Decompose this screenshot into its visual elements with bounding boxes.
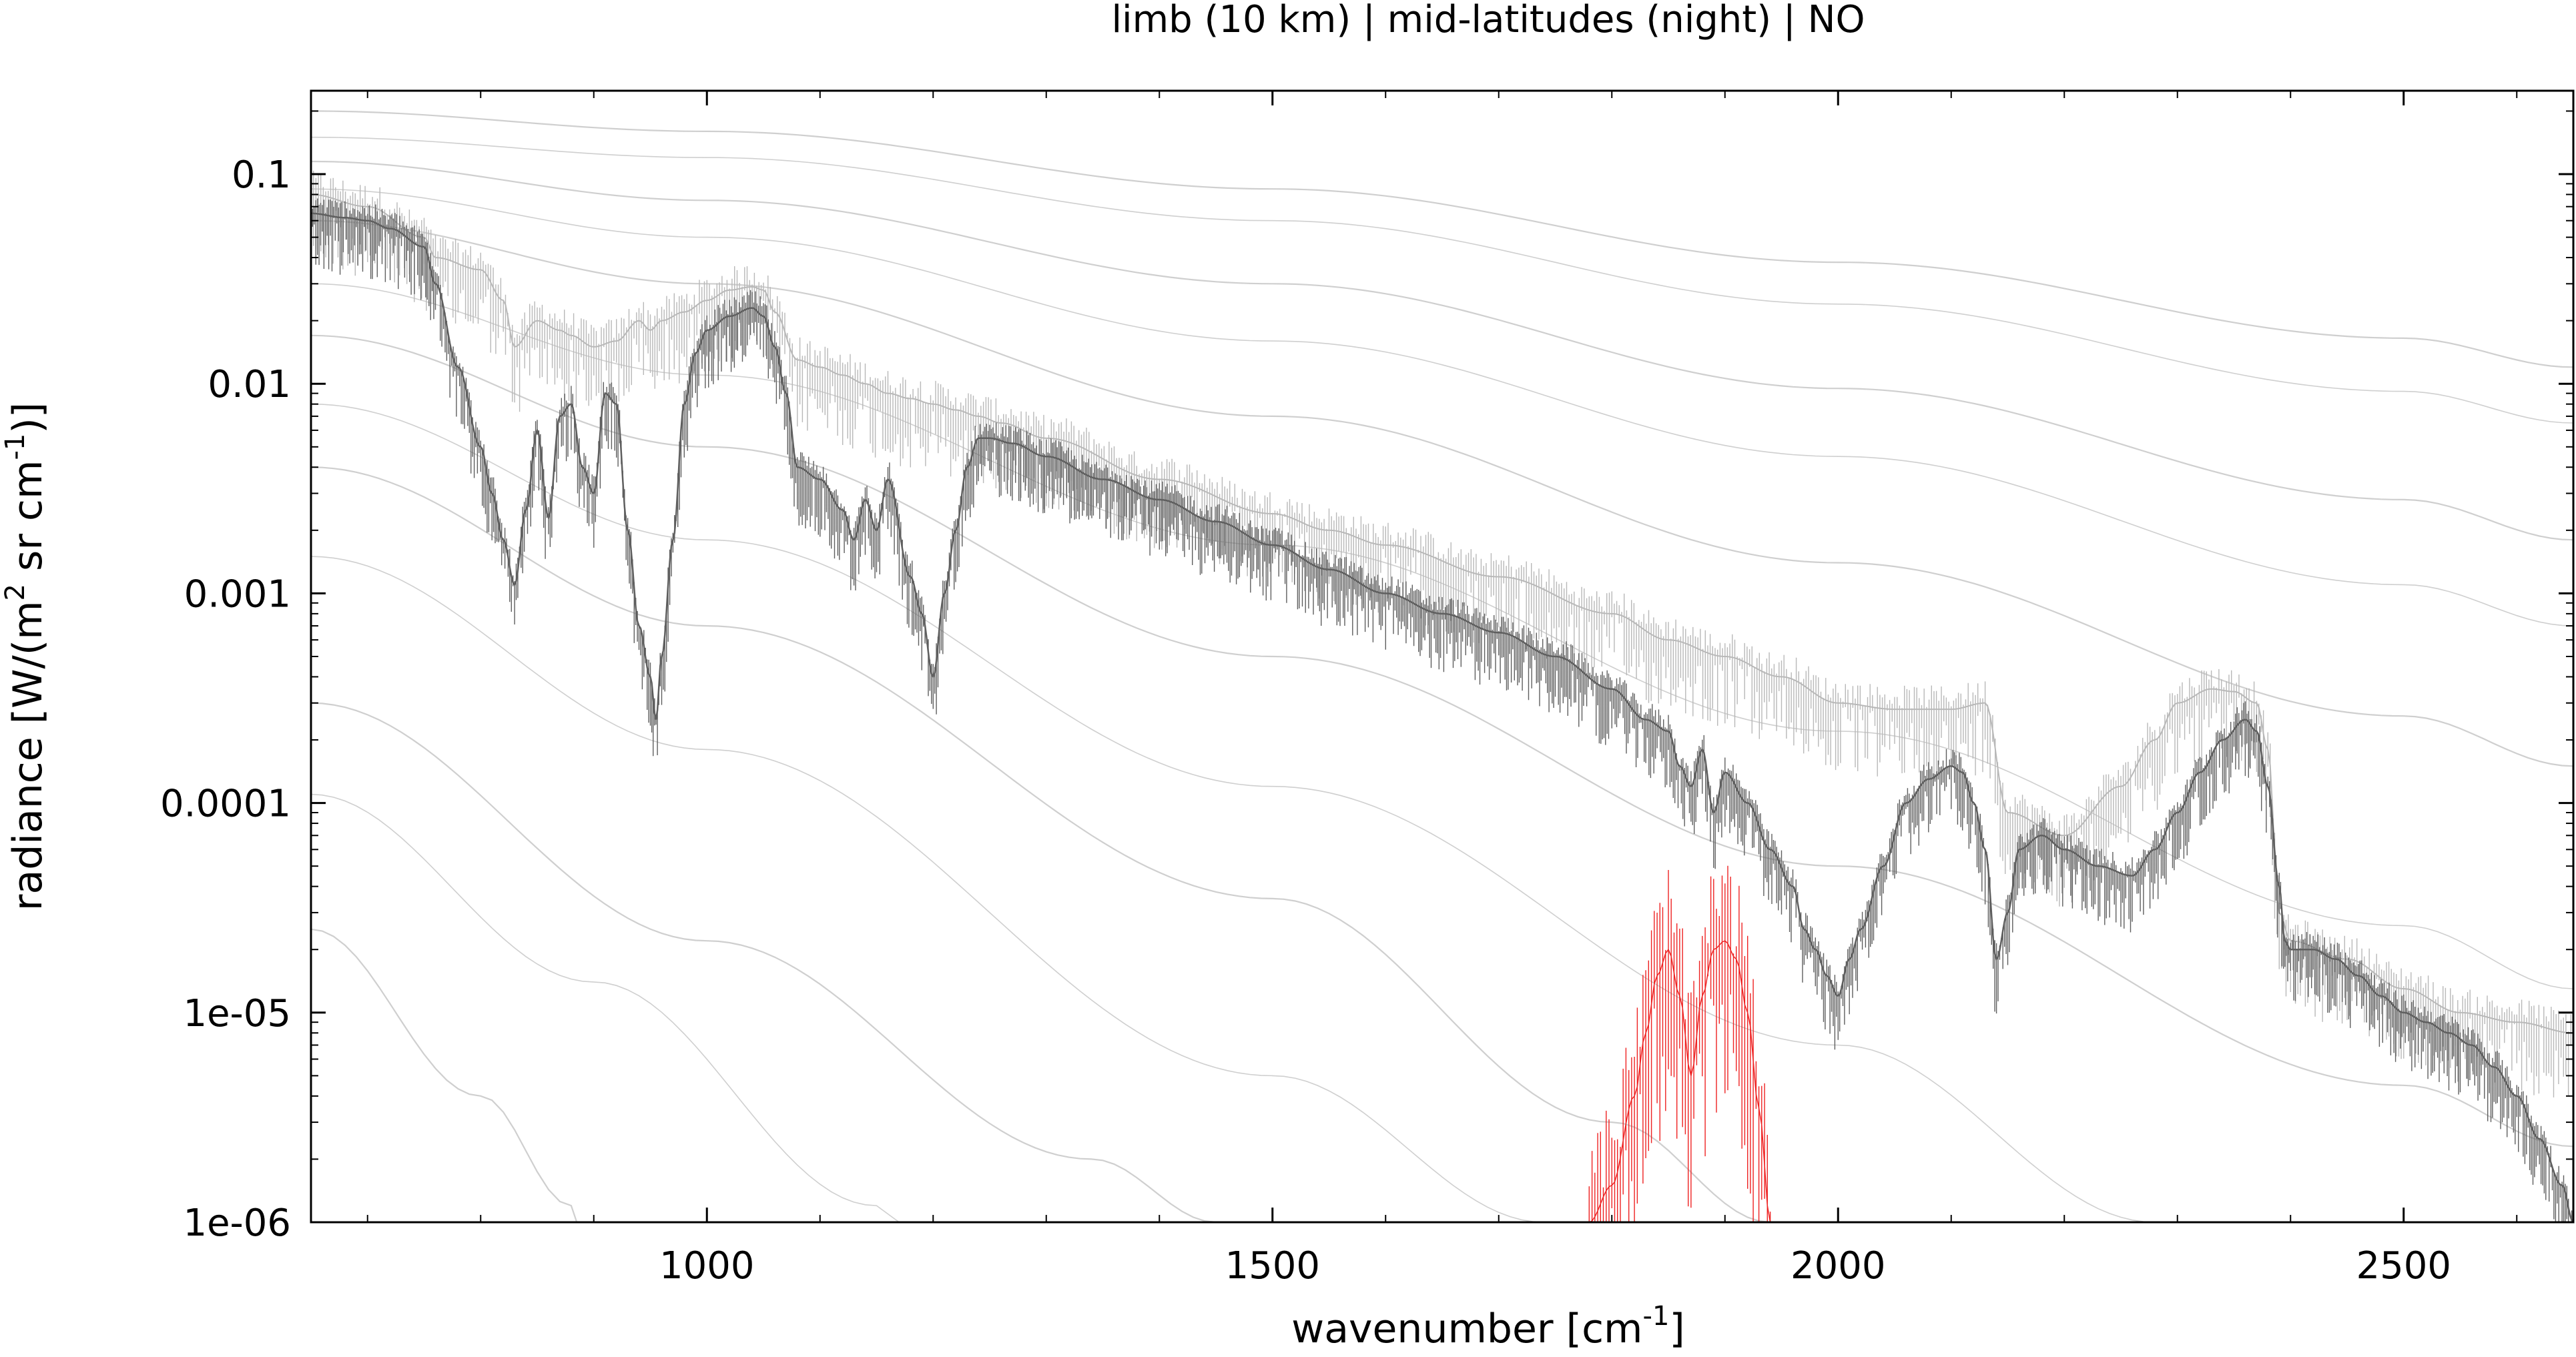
reference-curves	[311, 110, 2573, 1222]
reference-curve	[311, 403, 2155, 1222]
series-line	[311, 193, 2573, 1034]
x-tick-label: 2000	[1791, 1244, 1886, 1288]
reference-curve	[311, 136, 2573, 424]
series-lines	[311, 198, 2573, 1222]
y-tick-label: 0.1	[232, 153, 291, 197]
x-tick-label: 2500	[2356, 1244, 2451, 1288]
y-tick-label: 0.0001	[160, 783, 291, 826]
reference-curve	[311, 556, 1544, 1222]
y-tick-label: 1e-06	[183, 1202, 291, 1245]
y-tick-label: 0.001	[184, 572, 291, 616]
y-axis-label: radiance [W/(m2 sr cm-1)]	[0, 402, 51, 911]
reference-curve	[311, 188, 2573, 626]
reference-curve	[311, 793, 900, 1222]
y-tick-label: 0.01	[208, 363, 291, 406]
x-tick-label: 1000	[659, 1244, 755, 1288]
reference-curve	[311, 334, 2573, 1148]
series-layer	[311, 170, 2573, 1222]
series-target-gas	[1588, 865, 1771, 1222]
reference-curve	[311, 219, 2573, 767]
reference-curve	[311, 160, 2573, 541]
y-tick-label: 1e-05	[183, 992, 291, 1035]
series-lines	[1588, 865, 1771, 1222]
chart-title: limb (10 km) | mid-latitudes (night) | N…	[1111, 0, 1865, 41]
series-lines	[311, 170, 2573, 1097]
reference-curve	[311, 466, 1770, 1222]
y-axis-ticks: 0.1 0.01 0.001 0.0001 1e-05 1e-06	[160, 110, 2573, 1245]
x-axis-label: wavenumber [cm-1]	[1291, 1301, 1685, 1352]
reference-curve	[311, 702, 1217, 1222]
plot-frame	[310, 89, 2575, 1224]
reference-curve	[311, 110, 2573, 368]
reference-curve	[311, 283, 2573, 989]
x-axis-ticks: 1000 1500 2000 2500	[366, 91, 2518, 1288]
x-tick-label: 1500	[1225, 1244, 1320, 1288]
series-total-radiance	[311, 198, 2573, 1222]
series-upper-envelope	[311, 170, 2573, 1097]
reference-curve	[311, 928, 578, 1222]
